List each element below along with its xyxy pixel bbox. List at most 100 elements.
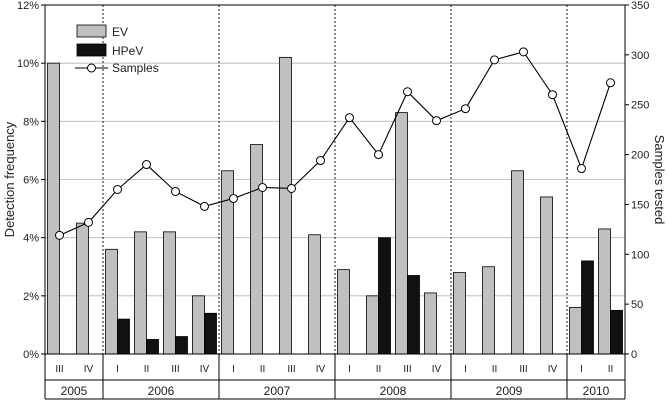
samples-polyline: [59, 51, 612, 236]
left-axis-title: Detection frequency: [2, 121, 17, 237]
left-tick-label: 10%: [17, 58, 39, 70]
ev-bar: [482, 266, 495, 355]
left-tick-label: 2%: [23, 291, 39, 303]
ev-bar: [163, 231, 176, 355]
quarter-label: III: [519, 364, 527, 375]
quarter-label: IV: [316, 364, 326, 375]
ev-bar: [569, 307, 582, 355]
samples-point: [374, 150, 383, 160]
ev-bar: [279, 56, 292, 355]
samples-point: [84, 217, 93, 227]
samples-point: [142, 160, 151, 170]
samples-point: [171, 186, 180, 196]
ev-bar: [134, 231, 147, 355]
samples-point: [345, 113, 354, 123]
right-tick-label: 0: [631, 349, 637, 361]
left-tick-label: 8%: [23, 116, 39, 128]
ev-bar: [395, 112, 408, 355]
quarter-label: IV: [548, 364, 558, 375]
quarter-label: II: [376, 364, 382, 375]
year-label: 2008: [380, 384, 407, 398]
hpev-bar: [175, 336, 188, 355]
samples-point: [548, 90, 557, 100]
ev-bar: [453, 272, 466, 355]
right-tick-label: 50: [631, 299, 643, 311]
samples-point: [606, 78, 615, 88]
right-tick-label: 100: [631, 249, 649, 261]
ev-bar: [76, 222, 89, 355]
quarter-label: I: [116, 364, 119, 375]
legend-hpev-swatch: [76, 43, 107, 57]
left-tick-label: 6%: [23, 175, 39, 187]
right-tick-label: 200: [631, 150, 649, 162]
quarter-label: II: [608, 364, 614, 375]
ev-bar: [598, 228, 611, 355]
ev-bar: [47, 62, 60, 355]
right-axis-ticks: 0 50 100 150 200 250 300 350: [625, 0, 649, 361]
hpev-bar: [610, 309, 623, 355]
left-tick-label: 12%: [17, 0, 39, 12]
ev-bar: [366, 295, 379, 355]
quarter-label: I: [464, 364, 467, 375]
right-tick-label: 350: [631, 0, 649, 12]
year-label: 2009: [496, 384, 523, 398]
quarter-label: IV: [200, 364, 210, 375]
hpev-bar: [117, 318, 130, 355]
legend-samples-marker: [87, 63, 96, 73]
legend-ev-swatch: [76, 24, 107, 38]
year-label: 2006: [148, 384, 175, 398]
samples-point: [258, 182, 267, 192]
samples-point: [316, 156, 325, 166]
hpev-bar: [204, 312, 217, 355]
quarter-label: III: [287, 364, 295, 375]
hpev-bar: [581, 260, 594, 355]
samples-point: [200, 201, 209, 211]
samples-point: [432, 116, 441, 126]
quarter-label: I: [232, 364, 235, 375]
right-tick-label: 300: [631, 50, 649, 62]
right-tick-label: 250: [631, 100, 649, 112]
quarter-label: II: [144, 364, 150, 375]
left-tick-label: 4%: [23, 233, 39, 245]
legend-hpev-label: HPeV: [112, 44, 143, 58]
ev-bar: [105, 248, 118, 355]
ev-bar: [308, 234, 321, 355]
quarter-label: II: [492, 364, 498, 375]
ev-bar: [192, 295, 205, 355]
samples-point: [577, 164, 586, 174]
quarter-label: I: [580, 364, 583, 375]
quarter-label: IV: [432, 364, 442, 375]
quarter-label: II: [260, 364, 266, 375]
quarter-label: III: [403, 364, 411, 375]
bars: [47, 56, 623, 355]
samples-point: [113, 184, 122, 194]
year-label: 2007: [264, 384, 291, 398]
samples-point: [403, 87, 412, 97]
year-label: 2005: [61, 384, 88, 398]
samples-point: [229, 193, 238, 203]
legend: EV HPeV Samples: [75, 24, 159, 75]
left-axis-ticks: 0% 2% 4% 6% 8% 10% 12%: [17, 0, 45, 361]
samples-point: [461, 104, 470, 114]
quarter-label: I: [348, 364, 351, 375]
samples-point: [519, 47, 528, 57]
quarter-label: IV: [84, 364, 94, 375]
hpev-bar: [146, 339, 159, 355]
samples-point: [490, 55, 499, 65]
ev-bar: [424, 292, 437, 355]
ev-bar: [250, 144, 263, 355]
year-label: 2010: [583, 384, 610, 398]
quarter-label: III: [171, 364, 179, 375]
ev-bar: [511, 170, 524, 355]
hpev-bar: [378, 237, 391, 355]
right-axis-title: Samples tested: [652, 135, 667, 225]
legend-samples-label: Samples: [112, 61, 159, 75]
samples-line: [55, 47, 615, 240]
ev-bar: [337, 269, 350, 355]
samples-point: [55, 230, 64, 240]
samples-point: [287, 183, 296, 193]
quarter-label: III: [55, 364, 63, 375]
right-tick-label: 150: [631, 199, 649, 211]
